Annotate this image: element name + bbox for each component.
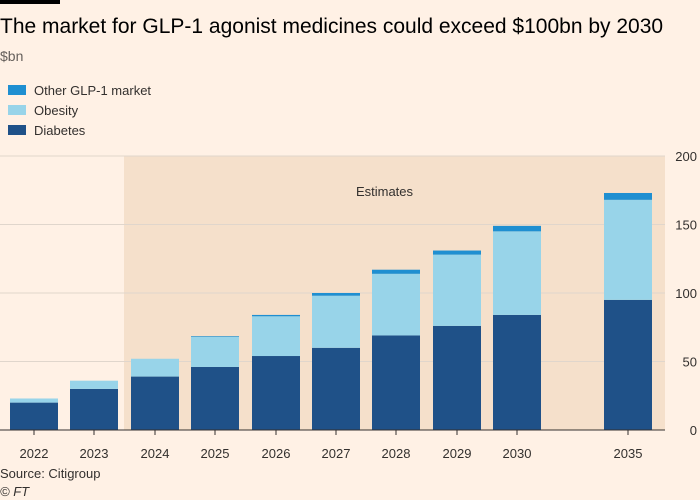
legend-label: Obesity (34, 102, 79, 118)
y-tick-label-0: 0 (690, 423, 697, 438)
bar-other-glp-1-market-2025 (191, 336, 239, 337)
estimates-label: Estimates (356, 184, 414, 199)
bar-obesity-2026 (252, 316, 300, 357)
x-tick-label-2023: 2023 (80, 446, 109, 461)
bar-diabetes-2027 (312, 347, 360, 430)
legend-swatch (8, 85, 26, 95)
legend-swatch (8, 105, 26, 115)
y-tick-label-50: 50 (683, 355, 697, 370)
legend-swatch (8, 125, 26, 135)
bar-other-glp-1-market-2028 (372, 269, 420, 274)
ft-brand-bar (0, 0, 60, 4)
x-tick-label-2030: 2030 (503, 446, 532, 461)
legend-item-other-glp-1-market: Other GLP-1 market (8, 80, 151, 100)
bar-obesity-2035 (604, 199, 652, 300)
bar-diabetes-2029 (433, 325, 481, 430)
bar-obesity-2025 (191, 336, 239, 367)
x-tick-label-2022: 2022 (20, 446, 49, 461)
bar-diabetes-2022 (10, 402, 58, 430)
bar-other-glp-1-market-2029 (433, 250, 481, 255)
copyright: © FT (0, 484, 30, 499)
y-tick-label-150: 150 (675, 218, 697, 233)
bar-diabetes-2035 (604, 299, 652, 430)
y-tick-label-100: 100 (675, 286, 697, 301)
bar-diabetes-2024 (131, 376, 179, 430)
chart-title: The market for GLP-1 agonist medicines c… (0, 15, 664, 38)
legend-item-obesity: Obesity (8, 100, 151, 120)
x-tick-label-2035: 2035 (614, 446, 643, 461)
bar-obesity-2030 (493, 231, 541, 315)
y-tick-label-200: 200 (675, 149, 697, 164)
bar-obesity-2027 (312, 295, 360, 348)
x-tick-label-2025: 2025 (201, 446, 230, 461)
bar-other-glp-1-market-2027 (312, 293, 360, 296)
bar-diabetes-2028 (372, 335, 420, 430)
legend: Other GLP-1 market Obesity Diabetes (8, 80, 151, 140)
source-note: Source: Citigroup (0, 466, 101, 481)
bar-other-glp-1-market-2035 (604, 192, 652, 200)
x-tick-label-2029: 2029 (443, 446, 472, 461)
x-tick-label-2024: 2024 (141, 446, 170, 461)
x-tick-label-2028: 2028 (382, 446, 411, 461)
bar-obesity-2022 (10, 398, 58, 403)
chart-unit: $bn (0, 48, 24, 64)
bar-obesity-2023 (70, 380, 118, 389)
bar-obesity-2024 (131, 358, 179, 377)
bar-obesity-2028 (372, 273, 420, 336)
bar-diabetes-2023 (70, 388, 118, 430)
x-tick-label-2026: 2026 (262, 446, 291, 461)
legend-label: Other GLP-1 market (34, 82, 152, 98)
bar-diabetes-2026 (252, 356, 300, 430)
bar-diabetes-2025 (191, 366, 239, 430)
bar-obesity-2029 (433, 254, 481, 326)
legend-item-diabetes: Diabetes (8, 120, 151, 140)
bar-other-glp-1-market-2026 (252, 314, 300, 317)
bar-diabetes-2030 (493, 314, 541, 430)
bar-other-glp-1-market-2030 (493, 225, 541, 232)
legend-label: Diabetes (34, 122, 86, 138)
x-tick-label-2027: 2027 (322, 446, 351, 461)
